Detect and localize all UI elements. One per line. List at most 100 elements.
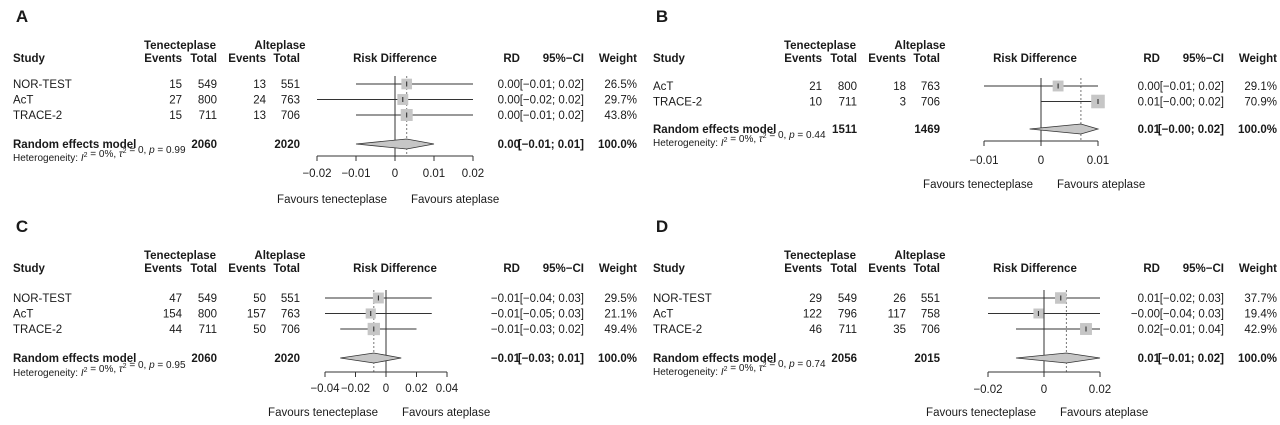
header-ci: 95%−CI [543, 53, 584, 65]
study-events2: 18 [893, 81, 906, 93]
header-total2: Total [913, 263, 940, 275]
header-weight: Weight [1239, 263, 1277, 275]
pooled-rd: 0.01 [1138, 353, 1161, 365]
forest-plot-b: B Tenecteplase Alteplase Study Events Total Ev… [653, 7, 1277, 191]
study-ci: [−0.01; 0.02] [520, 110, 584, 122]
study-name: TRACE-2 [13, 110, 62, 122]
study-ci: [−0.02; 0.03] [1160, 293, 1224, 305]
header-study: Study [653, 53, 686, 65]
study-events1: 44 [169, 324, 182, 336]
favours-left-label: Favours tenecteplase [923, 179, 1033, 191]
pooled-ci: [−0.03; 0.01] [518, 353, 584, 365]
study-rd: 0.01 [1138, 97, 1160, 109]
header-group2: Alteplase [254, 250, 305, 262]
x-axis-tick-label: −0.02 [302, 168, 331, 180]
study-events2: 3 [900, 97, 906, 109]
favours-right-label: Favours ateplase [1060, 407, 1148, 419]
pooled-total2: 2020 [274, 353, 300, 365]
study-total1: 549 [198, 293, 217, 305]
pooled-rd: 0.01 [1138, 124, 1161, 136]
study-total1: 549 [838, 293, 857, 305]
study-ci: [−0.04; 0.03] [1160, 309, 1224, 321]
header-group1: Tenecteplase [784, 250, 856, 262]
study-rd: −0.01 [491, 293, 520, 305]
forest-plot-c: C Tenecteplase Alteplase Study Events Total Ev… [13, 217, 637, 419]
study-rd: 0.00 [1138, 81, 1160, 93]
panel-label: C [16, 217, 28, 236]
x-axis-tick-label: −0.01 [341, 168, 370, 180]
pooled-weight: 100.0% [1238, 353, 1277, 365]
header-study: Study [13, 263, 46, 275]
study-weight: 37.7% [1244, 293, 1277, 305]
study-weight: 21.1% [604, 309, 637, 321]
study-ci: [−0.04; 0.03] [520, 293, 584, 305]
study-name: NOR-TEST [13, 79, 72, 91]
header-events1: Events [784, 53, 822, 65]
pooled-diamond [1029, 123, 1100, 135]
header-total1: Total [830, 53, 857, 65]
study-total1: 549 [198, 79, 217, 91]
study-total2: 706 [921, 324, 940, 336]
favours-left-label: Favours tenecteplase [926, 407, 1036, 419]
heterogeneity: Heterogeneity: I2 = 0%, τ2 = 0, p = 0.74 [653, 359, 826, 378]
pooled-diamond [340, 352, 402, 364]
heterogeneity: Heterogeneity: I2 = 0%, τ2 = 0, p = 0.99 [13, 145, 186, 164]
header-group1: Tenecteplase [144, 250, 216, 262]
x-axis-tick-label: 0.01 [1087, 155, 1109, 167]
study-events1: 47 [169, 293, 182, 305]
study-total2: 551 [921, 293, 940, 305]
study-name: NOR-TEST [653, 293, 712, 305]
header-effect: Risk Difference [353, 263, 437, 275]
study-ci: [−0.01; 0.02] [520, 79, 584, 91]
study-total1: 711 [199, 110, 217, 122]
header-group1: Tenecteplase [144, 40, 216, 52]
x-axis-tick-label: 0 [392, 168, 398, 180]
header-events1: Events [784, 263, 822, 275]
study-events1: 10 [809, 97, 822, 109]
study-events2: 24 [253, 95, 266, 107]
forest-panel-b: B Tenecteplase Alteplase Study Events Total Ev… [640, 0, 1280, 210]
header-total1: Total [190, 263, 217, 275]
study-name: TRACE-2 [653, 97, 702, 109]
header-total1: Total [830, 263, 857, 275]
pooled-total1: 1511 [832, 124, 858, 136]
header-events2: Events [868, 53, 906, 65]
study-weight: 43.8% [604, 110, 637, 122]
study-events1: 15 [169, 110, 182, 122]
study-name: AcT [653, 309, 673, 321]
header-events2: Events [868, 263, 906, 275]
study-events1: 154 [163, 309, 183, 321]
header-group1: Tenecteplase [784, 40, 856, 52]
pooled-ci: [−0.01; 0.02] [1158, 353, 1224, 365]
study-events2: 35 [893, 324, 906, 336]
study-total2: 706 [281, 110, 300, 122]
study-total2: 758 [921, 309, 940, 321]
study-total2: 551 [281, 293, 300, 305]
study-events2: 26 [893, 293, 906, 305]
x-axis-tick-label: −0.01 [969, 155, 998, 167]
study-events1: 46 [809, 324, 822, 336]
header-events2: Events [228, 53, 266, 65]
x-axis-tick-label: 0.02 [462, 168, 484, 180]
study-weight: 29.5% [604, 293, 637, 305]
header-rd: RD [1143, 53, 1160, 65]
study-events2: 13 [253, 79, 266, 91]
favours-right-label: Favours ateplase [1057, 179, 1145, 191]
x-axis-tick-label: −0.02 [341, 383, 370, 395]
header-study: Study [13, 53, 46, 65]
study-rd: 0.01 [1138, 293, 1160, 305]
x-axis-tick-label: 0.02 [1089, 384, 1111, 396]
pooled-weight: 100.0% [1238, 124, 1277, 136]
study-rd: 0.00 [498, 95, 520, 107]
x-axis-tick-label: 0.02 [405, 383, 427, 395]
study-events1: 21 [809, 81, 822, 93]
study-events2: 13 [253, 110, 266, 122]
study-total1: 800 [838, 81, 857, 93]
panel-label: A [16, 7, 28, 26]
header-ci: 95%−CI [1183, 263, 1224, 275]
study-name: NOR-TEST [13, 293, 72, 305]
study-ci: [−0.03; 0.02] [520, 324, 584, 336]
study-weight: 19.4% [1244, 309, 1277, 321]
forest-panel-a: A Tenecteplase Alteplase Study Events Total Ev… [0, 0, 640, 210]
heterogeneity: Heterogeneity: I2 = 0%, τ2 = 0, p = 0.95 [13, 360, 186, 379]
